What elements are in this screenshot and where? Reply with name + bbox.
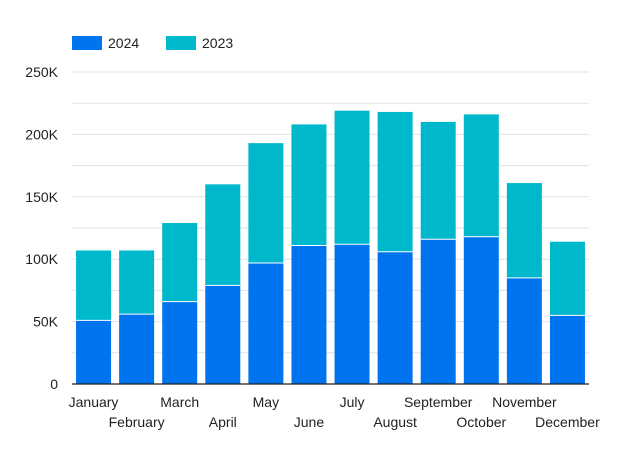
- x-tick-label-may: May: [253, 394, 279, 410]
- bar-2024-september[interactable]: [420, 239, 456, 384]
- x-tick-label-november: November: [492, 394, 557, 410]
- bar-2023-december[interactable]: [549, 241, 585, 316]
- x-tick-label-june: June: [294, 414, 325, 430]
- x-tick-label-january: January: [69, 394, 119, 410]
- y-tick-label: 150K: [25, 189, 58, 205]
- legend-label: 2024: [108, 35, 139, 51]
- x-tick-label-march: March: [160, 394, 199, 410]
- bar-2023-november[interactable]: [506, 183, 542, 278]
- bar-2023-september[interactable]: [420, 121, 456, 240]
- bar-2023-june[interactable]: [291, 124, 327, 246]
- bar-2024-july[interactable]: [334, 244, 370, 384]
- legend-item-2023[interactable]: 2023: [166, 35, 233, 51]
- y-tick-label: 0: [50, 376, 58, 392]
- bar-2024-february[interactable]: [119, 314, 155, 384]
- x-tick-label-october: October: [456, 414, 506, 430]
- x-tick-label-april: April: [209, 414, 237, 430]
- bar-2023-october[interactable]: [463, 114, 499, 237]
- bar-2023-march[interactable]: [162, 223, 198, 302]
- x-tick-label-february: February: [109, 414, 165, 430]
- y-tick-label: 250K: [25, 64, 58, 80]
- y-tick-label: 100K: [25, 251, 58, 267]
- bar-2024-april[interactable]: [205, 285, 241, 384]
- bar-2023-august[interactable]: [377, 111, 413, 252]
- bar-2023-april[interactable]: [205, 184, 241, 286]
- y-axis: 0 50K 100K 150K 200K 250K: [25, 64, 58, 392]
- y-tick-label: 50K: [33, 314, 59, 330]
- x-axis: January February March April May June July Augu…: [69, 383, 600, 430]
- legend: 2024 2023: [72, 35, 233, 51]
- bar-2023-july[interactable]: [334, 110, 370, 245]
- bars: [76, 110, 585, 384]
- bar-2024-january[interactable]: [76, 320, 112, 384]
- bar-2023-may[interactable]: [248, 143, 284, 263]
- bar-2024-may[interactable]: [248, 262, 284, 384]
- x-tick-label-september: September: [404, 394, 473, 410]
- legend-swatch: [72, 36, 102, 50]
- bar-2024-march[interactable]: [162, 301, 198, 384]
- bar-2024-october[interactable]: [463, 236, 499, 384]
- x-tick-label-december: December: [535, 414, 600, 430]
- legend-label: 2023: [202, 35, 233, 51]
- x-tick-label-july: July: [340, 394, 365, 410]
- bar-2023-february[interactable]: [119, 250, 155, 315]
- bar-2023-january[interactable]: [76, 250, 112, 321]
- legend-item-2024[interactable]: 2024: [72, 35, 139, 51]
- bar-2024-august[interactable]: [377, 251, 413, 384]
- x-tick-label-august: August: [373, 414, 417, 430]
- bar-2024-november[interactable]: [506, 277, 542, 384]
- y-tick-label: 200K: [25, 126, 58, 142]
- legend-swatch: [166, 36, 196, 50]
- bar-2024-june[interactable]: [291, 245, 327, 384]
- bar-2024-december[interactable]: [549, 315, 585, 384]
- gridlines: [72, 71, 589, 385]
